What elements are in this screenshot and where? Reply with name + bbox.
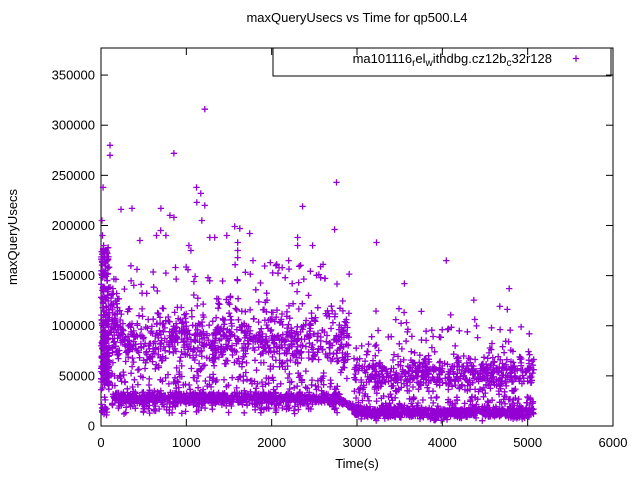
legend-box — [272, 47, 612, 77]
x-tick-label: 0 — [97, 435, 104, 450]
legend-plus-marker-icon — [572, 55, 580, 62]
x-tick-label: 4000 — [428, 435, 457, 450]
legend-series-label: ma101116relwithdbg.cz12bc32r128 — [353, 51, 552, 69]
y-tick-label: 150000 — [52, 268, 95, 283]
y-tick-label: 300000 — [52, 118, 95, 133]
legend-label-subscript: r — [412, 58, 416, 69]
legend-label-segment: 32r128 — [512, 51, 552, 66]
x-tick-label: 3000 — [343, 435, 372, 450]
y-tick-label: 350000 — [52, 68, 95, 83]
y-axis-label: maxQueryUsecs — [5, 188, 20, 285]
legend-label-subscript: w — [425, 58, 434, 69]
y-tick-label: 50000 — [59, 368, 95, 383]
y-tick-label: 200000 — [52, 218, 95, 233]
legend-label-segment: el — [415, 51, 425, 66]
x-axis-label: Time(s) — [335, 456, 379, 471]
y-tick-label: 0 — [88, 419, 95, 434]
legend-label-segment: ma101116 — [353, 51, 413, 66]
x-tick-label: 5000 — [513, 435, 542, 450]
legend-label-subscript: c — [507, 58, 512, 69]
x-tick-label: 2000 — [257, 435, 286, 450]
x-axis-ticks: 0 1000 2000 3000 4000 5000 6000 — [97, 48, 627, 450]
scatter-points — [98, 106, 537, 424]
chart-title: maxQueryUsecs vs Time for qp500.L4 — [246, 10, 467, 25]
x-tick-label: 6000 — [599, 435, 628, 450]
legend-label-segment: ithdbg.cz12b — [433, 51, 507, 66]
y-tick-label: 250000 — [52, 168, 95, 183]
y-tick-label: 100000 — [52, 318, 95, 333]
x-tick-label: 1000 — [172, 435, 201, 450]
y-axis-ticks: 0 50000 100000 150000 200000 250000 300000 3500… — [52, 68, 613, 434]
